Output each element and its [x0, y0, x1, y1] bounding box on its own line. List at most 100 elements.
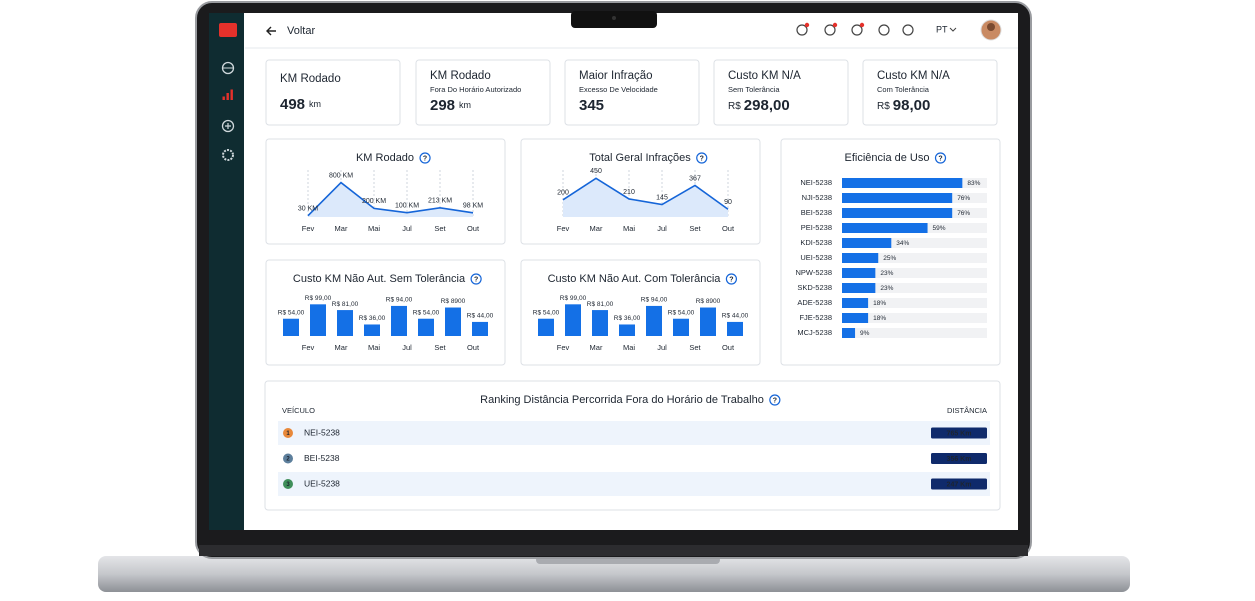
y-tick-label: BEI-5238	[801, 208, 832, 217]
help-icon-mark: ?	[773, 397, 777, 404]
kpi-title: Custo KM N/A	[728, 70, 801, 82]
kpi-currency: R$	[877, 101, 890, 112]
header-icon[interactable]	[851, 24, 863, 36]
kpi-value-line: 498 km	[280, 96, 321, 113]
kpi-value-line: R$ 298,00	[728, 97, 790, 114]
kpi-unit: km	[459, 100, 471, 110]
data-label: 100 KM	[395, 203, 419, 210]
data-label: R$ 54,00	[278, 309, 305, 316]
data-label: R$ 54,00	[533, 309, 560, 316]
card	[862, 59, 998, 126]
data-label: 9%	[860, 330, 870, 337]
x-tick-label: Mai	[368, 343, 380, 352]
help-icon	[419, 152, 431, 164]
line	[307, 181, 474, 217]
language[interactable]: PT	[936, 24, 948, 34]
column-header: VEÍCULO	[282, 406, 315, 415]
help-icon-mark: ?	[474, 276, 478, 283]
kpi-unit: km	[309, 99, 321, 109]
logo[interactable]	[219, 23, 237, 37]
chart-title: Custo KM Não Aut. Sem Tolerância	[293, 273, 466, 285]
distance: 765 Km	[947, 430, 972, 437]
back-arrow[interactable]	[266, 26, 276, 36]
rank-medal	[283, 453, 293, 464]
help-icon	[725, 273, 738, 285]
bar	[842, 283, 876, 293]
card	[265, 59, 401, 126]
back-label[interactable]: Voltar	[287, 25, 315, 37]
bar-track	[842, 253, 987, 263]
x-tick-label: Fev	[302, 224, 315, 233]
kpi-title: Custo KM N/A	[877, 70, 950, 82]
bar-track	[842, 268, 987, 278]
nav-add[interactable]	[221, 119, 235, 133]
nav-chart-bar[interactable]	[222, 96, 225, 101]
x-tick-label: Jul	[402, 224, 412, 233]
x-tick-label: Mar	[590, 224, 603, 233]
header-icon[interactable]	[878, 24, 890, 36]
kpi-value: 298,00	[744, 97, 790, 114]
line-area	[563, 178, 728, 217]
kpi-currency: R$	[728, 101, 741, 112]
kpi-title: KM Rodado	[430, 70, 491, 82]
header-icon[interactable]	[824, 24, 836, 36]
data-label: 800 KM	[329, 172, 353, 179]
data-label: R$ 54,00	[413, 309, 440, 316]
nav-chart-bar[interactable]	[230, 89, 233, 101]
bar	[337, 310, 353, 336]
distance-badge	[931, 478, 987, 490]
data-label: 30 KM	[298, 206, 318, 213]
camera	[612, 16, 616, 20]
bar	[842, 298, 869, 308]
kpi-value: 298	[430, 97, 455, 114]
vehicle: BEI-5238	[304, 453, 340, 463]
card	[265, 138, 506, 245]
nav-add-plus	[225, 123, 231, 129]
header-icon[interactable]	[796, 24, 808, 36]
x-tick-label: Set	[689, 224, 701, 233]
bar	[538, 318, 554, 336]
bar	[842, 178, 963, 188]
x-tick-label: Fev	[557, 343, 570, 352]
y-tick-label: KDI-5238	[800, 238, 832, 247]
bar-track	[842, 238, 987, 248]
bar	[842, 193, 953, 203]
bar	[565, 304, 581, 336]
chart-title: Eficiência de Uso	[845, 152, 930, 164]
notification-dot	[804, 22, 810, 28]
line-area	[308, 182, 473, 217]
y-tick-label: NPW-5238	[795, 268, 832, 277]
kpi-value: 498	[280, 96, 305, 113]
bar	[619, 324, 635, 336]
data-label: R$ 54,00	[668, 309, 695, 316]
x-tick-label: Set	[434, 224, 446, 233]
data-label: 145	[656, 194, 668, 201]
rank-number: 1	[286, 431, 290, 437]
column-header: DISTÂNCIA	[947, 406, 987, 415]
bar	[364, 324, 380, 336]
data-label: R$ 36,00	[359, 315, 386, 322]
bar-track	[842, 283, 987, 293]
header-icon[interactable]	[902, 24, 914, 36]
bar	[445, 307, 461, 336]
bar-track	[842, 328, 987, 338]
card	[415, 59, 551, 126]
nav-settings[interactable]	[222, 149, 234, 161]
bar	[842, 313, 869, 323]
bar-track	[842, 298, 987, 308]
laptop-base	[98, 556, 1130, 592]
kpi-title: KM Rodado	[280, 73, 341, 85]
help-icon	[769, 394, 781, 406]
y-tick-label: MCJ-5238	[797, 328, 832, 337]
data-label: 98 KM	[463, 203, 483, 210]
data-label: R$ 44,00	[722, 313, 749, 320]
bar	[727, 321, 743, 336]
kpi-subtitle: Excesso De Velocidade	[579, 85, 658, 94]
distance: 247 Km	[947, 481, 972, 488]
nav-chart-bar[interactable]	[226, 93, 229, 100]
x-tick-label: Jul	[657, 343, 667, 352]
bar	[700, 307, 716, 336]
x-tick-label: Set	[434, 343, 446, 352]
help-icon-mark: ?	[423, 155, 427, 162]
